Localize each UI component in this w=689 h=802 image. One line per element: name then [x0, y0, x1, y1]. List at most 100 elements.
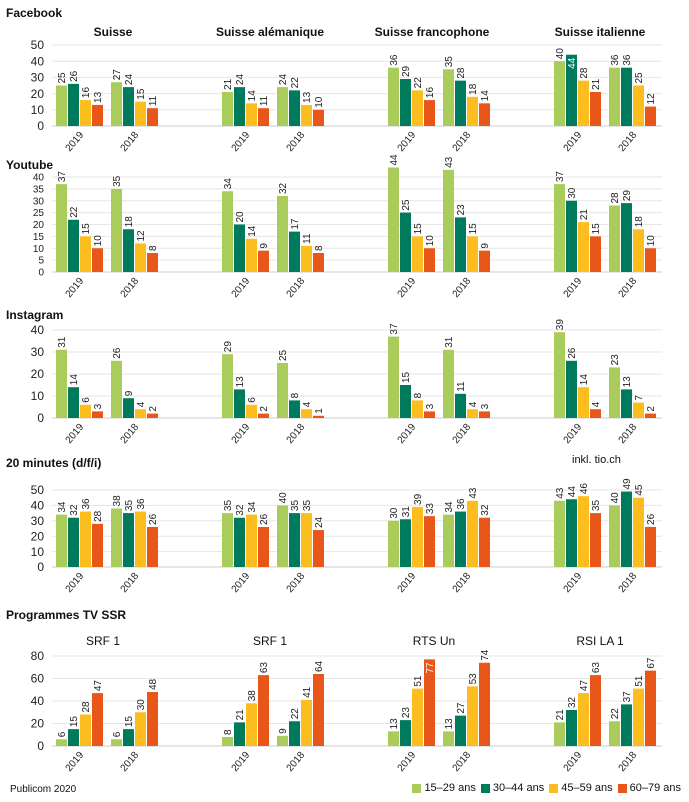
data-label: 35: [444, 56, 455, 68]
data-label: 37: [389, 323, 400, 335]
bar: [123, 398, 134, 418]
y-tick-label: 40: [31, 54, 45, 68]
bar: [56, 739, 67, 746]
data-label: 36: [81, 498, 92, 510]
bar: [313, 415, 324, 418]
data-label: 2: [148, 406, 159, 412]
bar: [56, 349, 67, 418]
bar: [234, 722, 245, 746]
data-label: 35: [591, 500, 602, 512]
data-label: 39: [555, 319, 566, 331]
bar: [424, 100, 435, 126]
bar: [479, 662, 490, 746]
data-label: 4: [591, 401, 602, 407]
bar: [234, 224, 245, 272]
bar: [424, 659, 435, 746]
data-label: 22: [69, 206, 80, 218]
data-label: 3: [93, 403, 104, 409]
bar: [301, 513, 312, 567]
bar: [467, 409, 478, 418]
data-label: 6: [247, 397, 258, 403]
bar: [645, 248, 656, 272]
y-tick-label: 30: [33, 196, 45, 207]
data-label: 14: [247, 90, 258, 102]
x-year-label: 2019: [396, 422, 419, 446]
data-label: 47: [93, 680, 104, 692]
bar: [123, 87, 134, 126]
x-year-label: 2019: [230, 130, 253, 154]
data-label: 26: [69, 70, 80, 82]
data-label: 4: [302, 401, 313, 407]
data-label: 29: [622, 190, 633, 202]
data-label: 15: [124, 716, 135, 728]
bar: [80, 100, 91, 126]
bar: [578, 222, 589, 272]
bar: [56, 184, 67, 272]
data-label: 23: [456, 204, 467, 216]
bar: [400, 79, 411, 126]
bar: [400, 519, 411, 567]
bar: [68, 729, 79, 746]
bar: [313, 674, 324, 746]
bar: [479, 517, 490, 567]
data-label: 11: [259, 95, 270, 106]
x-year-label: 2018: [617, 130, 640, 154]
source-label: Publicom 2020: [10, 784, 77, 795]
bar: [479, 250, 490, 272]
bar: [135, 712, 146, 746]
x-year-label: 2018: [451, 276, 474, 300]
legend-item: 60–79 ans: [617, 782, 681, 794]
group-title: SRF 1: [85, 634, 121, 648]
bar: [301, 104, 312, 126]
y-tick-label: 35: [33, 184, 45, 195]
data-label: 25: [278, 349, 289, 361]
annotation: inkl. tio.ch: [572, 454, 621, 466]
bar: [479, 411, 490, 418]
bar: [234, 87, 245, 126]
bar: [234, 517, 245, 567]
data-label: 11: [148, 95, 159, 106]
bar: [135, 243, 146, 272]
data-label: 28: [93, 510, 104, 522]
data-label: 14: [69, 374, 80, 386]
y-tick-label: 20: [31, 717, 45, 731]
data-label: 3: [480, 403, 491, 409]
x-year-label: 2018: [119, 422, 142, 446]
x-year-label: 2018: [285, 750, 308, 774]
x-year-label: 2019: [562, 750, 585, 774]
bar: [92, 523, 103, 567]
legend-label: 15–29 ans: [424, 782, 476, 794]
data-label: 9: [278, 728, 289, 734]
data-label: 17: [290, 218, 301, 230]
y-tick-label: 10: [31, 389, 45, 403]
bar: [277, 735, 288, 746]
bar: [68, 83, 79, 126]
data-label: 10: [425, 235, 436, 247]
data-label: 43: [555, 487, 566, 499]
data-label: 34: [57, 501, 68, 513]
legend-label: 60–79 ans: [629, 782, 681, 794]
data-label: 21: [223, 78, 234, 90]
x-year-label: 2018: [119, 130, 142, 154]
bar: [566, 360, 577, 418]
data-label: 13: [235, 376, 246, 388]
bar: [566, 710, 577, 746]
bar: [258, 413, 269, 418]
bar: [455, 393, 466, 418]
data-label: 22: [413, 77, 424, 89]
group-title: RTS Un: [412, 634, 456, 648]
bar: [554, 332, 565, 418]
data-label: 8: [223, 729, 234, 735]
bar: [111, 188, 122, 272]
x-year-label: 2019: [562, 130, 585, 154]
data-label: 37: [57, 171, 68, 183]
data-label: 25: [57, 72, 68, 84]
data-label: 29: [401, 65, 412, 77]
bar: [388, 67, 399, 126]
bar: [289, 513, 300, 567]
data-label: 14: [480, 90, 491, 102]
bar: [388, 731, 399, 746]
data-label: 21: [591, 78, 602, 90]
bar: [135, 101, 146, 126]
bar: [455, 80, 466, 126]
